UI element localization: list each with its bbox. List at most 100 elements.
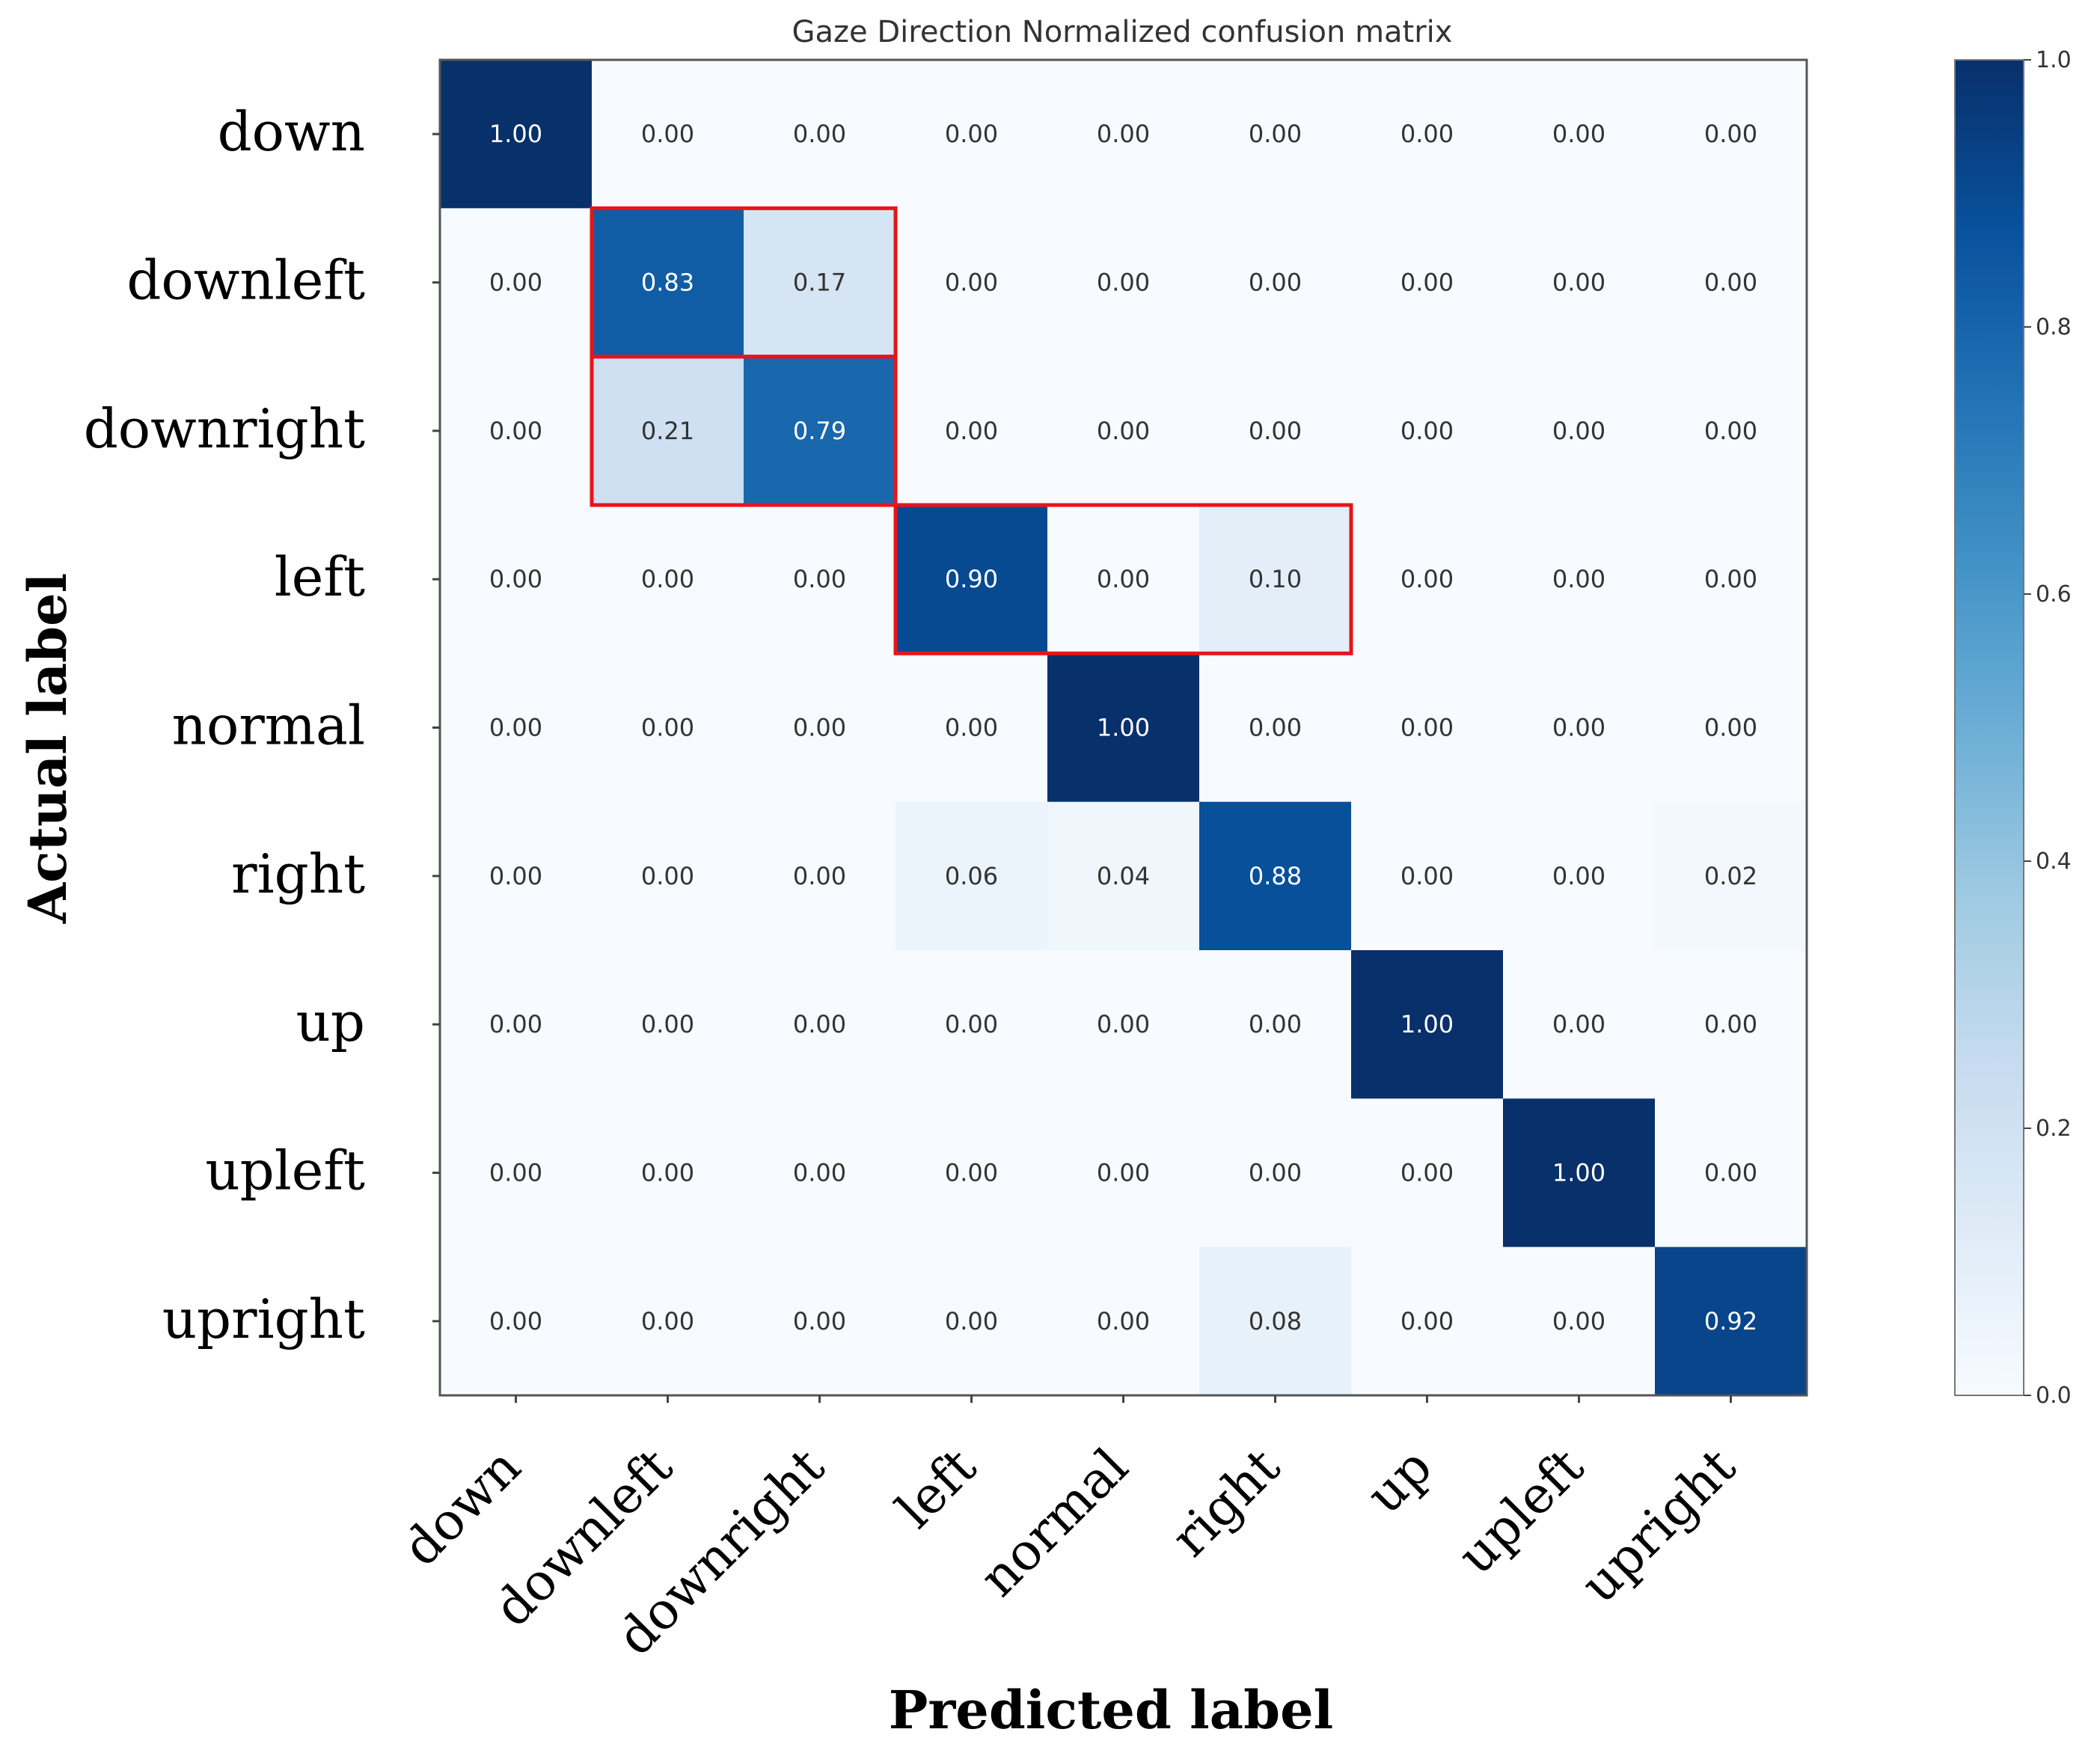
- cell-value-label: 0.00: [1552, 417, 1605, 445]
- cell-value-label: 0.08: [1249, 1307, 1302, 1336]
- cell-value-label: 0.00: [945, 269, 998, 297]
- cell-value-label: 0.00: [793, 1307, 846, 1336]
- x-tick-label: up: [1356, 1437, 1444, 1526]
- cell-value-label: 0.00: [793, 1010, 846, 1038]
- heatmap-cell: [1047, 1246, 1200, 1396]
- heatmap-cell: [1351, 801, 1504, 951]
- heatmap-cell: [592, 653, 744, 803]
- x-tick-label: left: [886, 1437, 988, 1540]
- heatmap-cell: [440, 208, 593, 358]
- colorbar-tick-label: 0.6: [2036, 581, 2072, 608]
- heatmap-cell: [1351, 208, 1504, 358]
- cell-value-label: 0.00: [641, 1307, 694, 1336]
- cell-value-label: 0.00: [945, 1010, 998, 1038]
- cell-value-label: 0.00: [489, 417, 542, 445]
- heatmap-cell: [592, 208, 744, 358]
- heatmap-cell: [896, 1246, 1048, 1396]
- cell-value-label: 0.00: [1249, 269, 1302, 297]
- colorbar-ticks: 0.0 0.2 0.4 0.6 0.8 1.0: [2024, 47, 2072, 1409]
- y-tick-label: downright: [84, 397, 365, 460]
- cell-value-label: 0.00: [489, 862, 542, 890]
- colorbar-tick-label: 0.4: [2036, 848, 2072, 875]
- cell-value-label: 0.00: [1704, 565, 1757, 593]
- cell-value-label: 0.00: [489, 1159, 542, 1187]
- heatmap-cell: [1351, 60, 1504, 209]
- heatmap-cell: [1047, 505, 1200, 654]
- cell-value-label: 1.00: [1400, 1010, 1454, 1038]
- heatmap-cell: [1199, 505, 1352, 654]
- heatmap-cell: [1047, 356, 1200, 506]
- highlight-boxes: [590, 206, 1353, 655]
- heatmap-cell: [440, 1098, 593, 1248]
- cell-value-label: 0.00: [1097, 269, 1150, 297]
- y-tick-label: upleft: [205, 1139, 365, 1202]
- heatmap-cell: [1351, 653, 1504, 803]
- heatmap-cell: [1199, 1246, 1352, 1396]
- y-tick-label: downleft: [126, 249, 365, 312]
- cell-value-label: 0.00: [1704, 1010, 1757, 1038]
- heatmap-cell: [1047, 1098, 1200, 1248]
- cell-value-label: 0.00: [1097, 1010, 1150, 1038]
- heatmap-cell: [1199, 950, 1352, 1099]
- heatmap-cell: [1351, 505, 1504, 654]
- colorbar-tick-label: 0.2: [2036, 1116, 2072, 1142]
- cell-value-label: 0.00: [1552, 1010, 1605, 1038]
- heatmap-cell: [1655, 950, 1807, 1099]
- cell-value-label: 0.00: [489, 1307, 542, 1336]
- cell-value-label: 0.00: [945, 120, 998, 148]
- cell-value-label: 0.00: [1552, 565, 1605, 593]
- cell-value-label: 1.00: [1097, 714, 1150, 742]
- y-tick-label: upright: [162, 1288, 365, 1350]
- heatmap-cell: [1655, 801, 1807, 951]
- highlight-box: [590, 355, 898, 507]
- heatmap-cell: [1503, 1098, 1656, 1248]
- cell-value-label: 0.00: [793, 862, 846, 890]
- cell-value-label: 0.00: [1704, 1159, 1757, 1187]
- cell-value-label: 0.10: [1249, 565, 1302, 593]
- cell-value-label: 0.04: [1097, 862, 1150, 890]
- heatmap-cell: [1047, 801, 1200, 951]
- heatmap-cell: [744, 505, 896, 654]
- heatmap-cell: [896, 60, 1048, 209]
- colorbar-tick-label: 0.0: [2036, 1383, 2072, 1409]
- heatmap-cell: [440, 1246, 593, 1396]
- cell-value-label: 0.00: [1704, 269, 1757, 297]
- x-tick-label: right: [1160, 1437, 1291, 1568]
- heatmap-cell: [1047, 208, 1200, 358]
- cell-value-label: 0.00: [945, 1159, 998, 1187]
- x-tick-label: normal: [969, 1437, 1139, 1608]
- cell-value-label: 0.00: [641, 565, 694, 593]
- cell-value-label: 0.92: [1704, 1307, 1757, 1336]
- cell-value-label: 0.00: [1097, 1307, 1150, 1336]
- heatmap-cell-labels: 1.00 0.00 0.00 0.00 0.00 0.00 0.00 0.00 0.00 0.00…: [489, 120, 1757, 1336]
- heatmap-cell: [440, 653, 593, 803]
- heatmap-cell: [744, 1246, 896, 1396]
- cell-value-label: 0.00: [489, 565, 542, 593]
- heatmap-cell: [1503, 801, 1656, 951]
- heatmap-cell: [592, 1098, 744, 1248]
- cell-value-label: 0.00: [1400, 565, 1454, 593]
- heatmap-cell: [1047, 60, 1200, 209]
- cell-value-label: 0.79: [793, 417, 846, 445]
- cell-value-label: 0.00: [1249, 1159, 1302, 1187]
- cell-value-label: 0.00: [1552, 269, 1605, 297]
- cell-value-label: 0.02: [1704, 862, 1757, 890]
- cell-value-label: 0.00: [793, 120, 846, 148]
- cell-value-label: 0.00: [1400, 417, 1454, 445]
- chart-title: Gaze Direction Normalized confusion matr…: [792, 15, 1453, 49]
- colorbar-tick-label: 1.0: [2036, 47, 2072, 73]
- cell-value-label: 0.00: [641, 862, 694, 890]
- heatmap-cell: [1503, 208, 1656, 358]
- cell-value-label: 1.00: [489, 120, 542, 148]
- cell-value-label: 0.88: [1249, 862, 1302, 890]
- heatmap-cell: [440, 60, 593, 209]
- cell-value-label: 0.90: [945, 565, 998, 593]
- heatmap-cell: [896, 653, 1048, 803]
- heatmap-cell: [1199, 356, 1352, 506]
- cell-value-label: 0.00: [793, 714, 846, 742]
- cell-value-label: 0.17: [793, 269, 846, 297]
- cell-value-label: 0.00: [1249, 714, 1302, 742]
- heatmap-cell: [896, 356, 1048, 506]
